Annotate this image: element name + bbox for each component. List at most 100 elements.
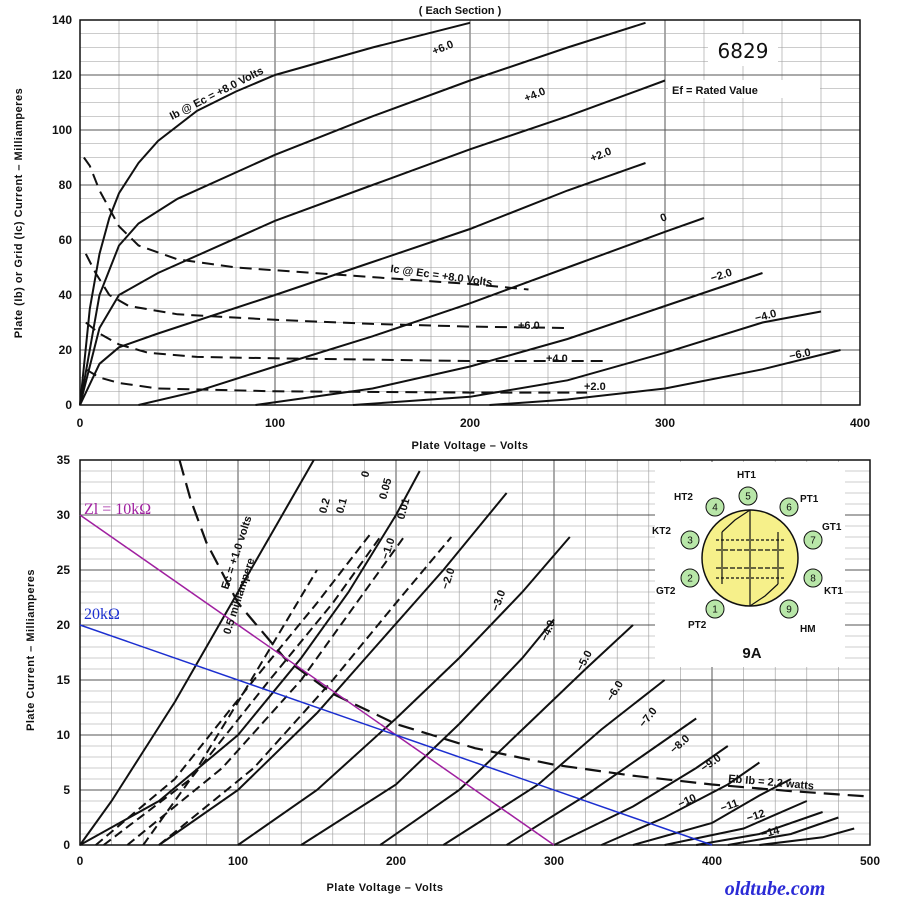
bottom-plate-label-m14: −14: [760, 824, 782, 841]
top-plate-label-2: +2.0: [589, 146, 614, 165]
y-tick-label: 35: [57, 453, 71, 467]
y-tick-label: 30: [57, 508, 71, 522]
tube-type-box: [708, 34, 778, 66]
top-plate-curve-2: [79, 79, 666, 406]
top-y-axis-label: Plate (Ib) or Grid (Ic) Current – Millia…: [13, 88, 25, 338]
y-tick-label: 15: [57, 673, 71, 687]
load-line-label-10k: Zl = 10kΩ: [84, 501, 151, 518]
base-pin-name: HT2: [674, 492, 693, 503]
x-tick-label: 0: [77, 416, 84, 430]
base-pin-number: 2: [687, 574, 693, 585]
base-pin-name: GT1: [822, 522, 842, 533]
bottom-plate-label-m10: −10: [676, 792, 698, 811]
base-pin-number: 3: [687, 536, 693, 547]
top-grid-label-4: +4.0: [546, 353, 568, 365]
top-x-axis-label: Plate Voltage – Volts: [411, 440, 528, 452]
top-chart-title: ( Each Section ): [419, 5, 502, 17]
top-plate-label-m6: −6.0: [788, 347, 812, 363]
top-grid-curve-2: [85, 321, 607, 362]
x-tick-label: 300: [655, 416, 675, 430]
base-pin-name: HM: [800, 624, 816, 635]
bottom-plate-curve-2: [158, 492, 508, 846]
bottom-dissipation-line: [178, 459, 871, 798]
bottom-plate-curve-12: [696, 811, 823, 846]
base-pin-name: KT1: [824, 586, 843, 597]
load-line-0: [79, 514, 555, 846]
bottom-grid-current-curve-2: [103, 536, 382, 846]
watermark: oldtube.com: [725, 878, 826, 900]
bottom-plate-label-m5: −5.0: [574, 649, 595, 674]
top-grid-label-6: +6.0: [518, 320, 540, 332]
top-plate-label-8: Ib @ Ec = +8.0 Volts: [168, 65, 266, 123]
base-type-label: 9A: [742, 645, 761, 662]
y-tick-label: 140: [52, 13, 72, 27]
x-tick-label: 500: [860, 854, 880, 868]
bottom-plate-label-m4: −4.0: [539, 618, 558, 643]
top-plate-curve-6: [352, 310, 822, 406]
x-tick-label: 100: [228, 854, 248, 868]
top-grid-curve-1: [84, 253, 568, 329]
bottom-plate-curve-5: [379, 624, 634, 846]
base-pins: 1 PT2 2 GT2 3 KT2 4 HT2 5 HT1 6 PT1 7 GT1 8 KT1 9 HM: [652, 470, 843, 635]
bottom-plate-curve-7: [506, 717, 697, 846]
bottom-grid-current-label-0.1: 0.1: [334, 497, 350, 515]
bottom-grid-current-curves: [95, 530, 453, 846]
bottom-x-axis-label: Plate Voltage – Volts: [326, 882, 443, 894]
bottom-plate-label-m12: −12: [745, 808, 766, 825]
bottom-plate-curve-0: [79, 459, 315, 846]
bottom-plate-curve-3: [237, 536, 571, 846]
base-pin-4: [705, 497, 725, 517]
bottom-x-tick-labels: 0 100 200 300 400 500: [77, 854, 881, 868]
bottom-grid-current-label-0.01: 0.01: [395, 497, 412, 521]
bottom-grid-current-curve-4: [158, 536, 453, 846]
top-chart: 0 20 40 60 80 100 120 140 0 100 200 300 400 ( Each …: [13, 5, 870, 452]
base-pin-name: PT2: [688, 620, 707, 631]
y-tick-label: 120: [52, 68, 72, 82]
bottom-plate-curve-8: [553, 745, 729, 846]
base-pin-name: HT1: [737, 470, 756, 481]
bottom-grid-current-curve-0: [142, 569, 318, 846]
base-pin-2: [680, 568, 700, 588]
top-grid: [79, 19, 861, 406]
top-plate-label-0: 0: [659, 211, 669, 224]
x-tick-label: 0: [77, 854, 84, 868]
bottom-plate-curve-13: [727, 816, 839, 846]
tube-electrodes: [716, 509, 784, 607]
tube-type-label: 6829: [718, 39, 769, 63]
bottom-plate-curve-9: [601, 761, 760, 846]
base-pin-1: [705, 599, 725, 619]
bottom-plate-label-m7: −7.0: [637, 705, 660, 730]
y-tick-label: 80: [59, 178, 73, 192]
y-tick-label: 20: [59, 343, 73, 357]
top-plot-frame: [79, 19, 861, 406]
bottom-plate-curve-14: [759, 827, 855, 846]
top-grid-current-curves: [83, 156, 607, 394]
load-line-label-20k: 20kΩ: [84, 606, 120, 623]
base-pin-name: PT1: [800, 494, 819, 505]
top-plate-curve-7: [489, 349, 841, 406]
base-pin-3: [680, 530, 700, 550]
top-plate-label-m2: −2.0: [709, 267, 733, 285]
bottom-plot-frame: [79, 459, 871, 846]
x-tick-label: 300: [544, 854, 564, 868]
top-plate-label-m4: −4.0: [754, 308, 778, 325]
bottom-plate-curve-6: [442, 679, 666, 846]
y-tick-label: 40: [59, 288, 73, 302]
top-grid-label-2: +2.0: [584, 381, 606, 393]
top-y-tick-labels: 0 20 40 60 80 100 120 140: [52, 13, 72, 412]
top-grid-curve-3: [85, 368, 587, 394]
x-tick-label: 200: [386, 854, 406, 868]
bottom-plate-curve-10: [632, 778, 792, 846]
load-line-1: [79, 624, 713, 846]
bottom-grid-current-label-0.2: 0.2: [317, 497, 333, 515]
bottom-load-lines: [79, 514, 713, 846]
base-pin-number: 7: [810, 536, 816, 547]
top-x-tick-labels: 0 100 200 300 400: [77, 416, 871, 430]
bottom-grid-current-label-0.05: 0.05: [377, 477, 394, 501]
y-tick-label: 25: [57, 563, 71, 577]
base-diagram: 1 PT2 2 GT2 3 KT2 4 HT2 5 HT1 6 PT1 7 GT1 8 KT1 9 HM 9A: [652, 462, 845, 667]
base-pin-number: 1: [712, 605, 718, 616]
base-pin-name: KT2: [652, 526, 671, 537]
top-plate-curve-0: [79, 21, 471, 406]
